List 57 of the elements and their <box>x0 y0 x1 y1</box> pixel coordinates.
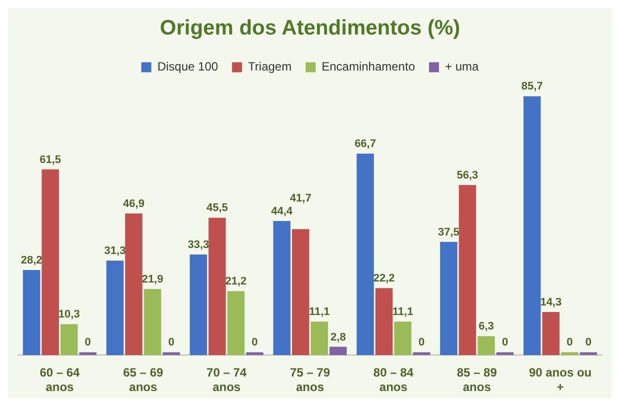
data-label: 10,3 <box>58 308 80 321</box>
bar <box>125 213 142 356</box>
data-label: 14,3 <box>540 296 562 309</box>
bar <box>273 221 290 356</box>
data-label: 46,9 <box>123 198 144 210</box>
bar <box>394 322 412 356</box>
x-tick-label: 60 – 64 anos <box>40 366 80 394</box>
data-label: 11,1 <box>392 306 414 318</box>
legend-label: Disque 100 <box>157 60 218 74</box>
bar <box>190 254 208 356</box>
bar <box>310 322 328 356</box>
data-label: 0 <box>84 336 91 349</box>
data-label: 61,5 <box>40 154 62 166</box>
bar <box>440 242 458 356</box>
legend-label: Encaminhamento <box>322 60 416 74</box>
data-label: 66,7 <box>354 138 376 150</box>
bar <box>478 336 495 356</box>
data-label: 0 <box>502 336 508 349</box>
data-label: 0 <box>585 336 592 349</box>
bar <box>227 291 245 356</box>
data-label: 28,2 <box>20 254 42 267</box>
x-tick-label: 90 anos ou + <box>528 366 592 394</box>
data-label: 41,7 <box>290 192 312 205</box>
data-label: 21,2 <box>225 276 247 288</box>
data-label: 56,3 <box>456 170 478 182</box>
bar <box>60 324 78 356</box>
bar <box>42 169 59 356</box>
x-tick-label: 85 – 89 anos <box>456 366 498 394</box>
bar <box>106 260 124 356</box>
bar <box>458 185 476 356</box>
x-tick-label: 70 – 74 anos <box>206 366 247 394</box>
bar <box>292 229 310 356</box>
bar <box>542 312 560 356</box>
data-label: 0 <box>252 336 258 349</box>
x-tick-label: 75 – 79 anos <box>290 366 330 394</box>
data-label: 44,4 <box>271 206 294 218</box>
x-tick-label: 65 – 69 anos <box>123 366 164 394</box>
x-tick-label: 80 – 84 anos <box>373 366 414 394</box>
data-label: 45,5 <box>206 202 228 214</box>
legend-label: Triagem <box>248 60 292 74</box>
data-label: 0 <box>168 336 174 349</box>
data-label: 37,5 <box>438 226 460 238</box>
data-label: 11,1 <box>308 306 330 318</box>
bar <box>330 346 347 356</box>
bar <box>208 218 226 356</box>
bar <box>356 154 374 356</box>
bar <box>22 270 40 356</box>
data-label: 6,3 <box>478 320 494 333</box>
chart-title: Origem dos Atendimentos (%) <box>160 16 460 40</box>
legend-label: + uma <box>444 60 479 74</box>
data-label: 2,8 <box>330 331 346 344</box>
data-label: 0 <box>418 336 425 349</box>
bar <box>375 288 393 356</box>
data-label: 85,7 <box>521 80 543 93</box>
bar <box>144 289 162 356</box>
data-label: 0 <box>566 336 573 349</box>
bar <box>523 96 541 356</box>
